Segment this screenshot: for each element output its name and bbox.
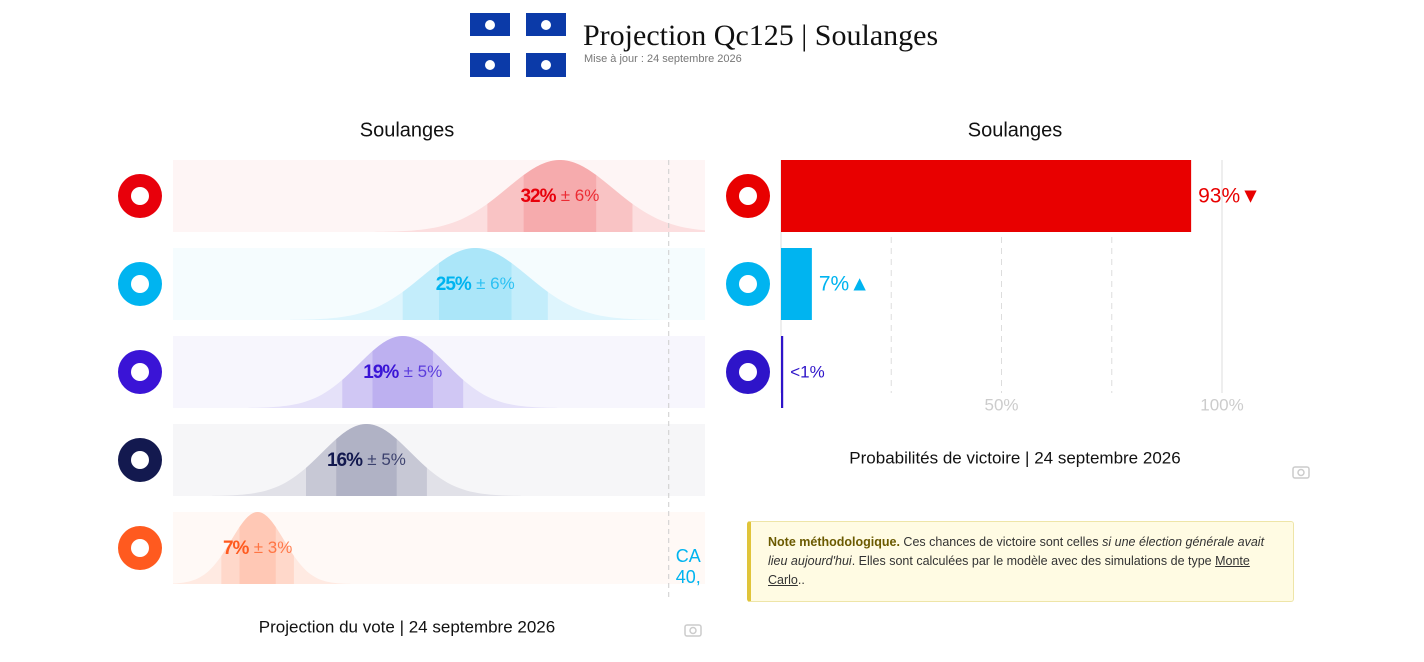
row-background [173, 160, 705, 232]
curve [374, 160, 705, 232]
distribution [173, 512, 351, 584]
logo-inner [131, 539, 149, 557]
note-text: Ces chances de victoire sont celles [899, 535, 1103, 549]
note-link[interactable]: Monte Carlo [768, 554, 1250, 587]
party-logo [118, 174, 162, 218]
error-band [487, 160, 633, 232]
logo-inner [739, 187, 757, 205]
error-band [306, 424, 427, 496]
party-logo [118, 262, 162, 306]
page-title: Projection Qc125 | Soulanges [583, 19, 938, 52]
inner-band [239, 512, 276, 584]
annotation-text: 40, [676, 567, 701, 587]
note-italic: si une élection générale avait lieu aujo… [768, 535, 1265, 568]
party-logo [726, 350, 770, 394]
inner-band [336, 424, 397, 496]
x-tick-label: 100% [1200, 395, 1243, 414]
party-logo [118, 350, 162, 394]
logo-inner [131, 187, 149, 205]
curve [211, 424, 521, 496]
distribution [211, 424, 521, 496]
curve [289, 248, 661, 320]
annotation-text: CA [676, 546, 701, 566]
error-band [402, 248, 548, 320]
x-tick-label: 50% [984, 395, 1018, 414]
error: ± 5% [404, 362, 443, 381]
error-band [221, 512, 294, 584]
value: 19% [363, 362, 399, 383]
inner-band [523, 160, 597, 232]
value-label: 16% ± 5% [327, 450, 406, 471]
bar [781, 160, 1192, 232]
error-band [342, 336, 464, 408]
row-background [173, 512, 705, 584]
row-background [173, 248, 705, 320]
logo-inner [131, 451, 149, 469]
caption: Projection du vote | 24 septembre 2026 [259, 617, 555, 636]
note-text: . Elles sont calculées par le modèle ave… [851, 554, 1216, 568]
value: 25% [436, 274, 472, 295]
chart-title: Soulanges [968, 119, 1063, 141]
party-logo [726, 262, 770, 306]
value-label: 32% ± 6% [520, 186, 599, 207]
error: ± 6% [561, 186, 600, 205]
logo-inner [739, 363, 757, 381]
party-logo [118, 526, 162, 570]
note-label: Note méthodologique. [768, 535, 900, 549]
caption: Probabilités de victoire | 24 septembre … [849, 448, 1180, 467]
camera-icon[interactable] [684, 466, 1310, 637]
value: 16% [327, 450, 363, 471]
note: Note méthodologique. Ces chances de vict… [747, 521, 1294, 602]
inner-band [372, 336, 433, 408]
value-label: 7% ± 3% [223, 538, 292, 559]
value-label: 25% ± 6% [436, 274, 515, 295]
curve [248, 336, 558, 408]
logo-inner [131, 275, 149, 293]
error: ± 6% [476, 274, 515, 293]
updated: Mise à jour : 24 septembre 2026 [584, 53, 742, 65]
bar [781, 248, 812, 320]
chart-title: Soulanges [360, 119, 455, 141]
bar [781, 336, 784, 408]
note-text: .. [797, 573, 805, 587]
party-logo [118, 438, 162, 482]
logo-inner [739, 275, 757, 293]
logo-inner [131, 363, 149, 381]
value: 7% [223, 538, 250, 559]
party-logo [726, 174, 770, 218]
value-label: 93%▼ [1198, 185, 1261, 208]
distribution [374, 160, 705, 232]
flag [467, 10, 569, 80]
distribution [248, 336, 558, 408]
value-label: 7%▲ [819, 273, 870, 296]
error: ± 3% [254, 538, 293, 557]
value: 32% [520, 186, 556, 207]
distribution [289, 248, 661, 320]
value-label: <1% [790, 362, 825, 381]
row-background [173, 424, 705, 496]
error: ± 5% [367, 450, 406, 469]
value-label: 19% ± 5% [363, 362, 442, 383]
curve [173, 512, 351, 584]
inner-band [439, 248, 512, 320]
row-background [173, 336, 705, 408]
